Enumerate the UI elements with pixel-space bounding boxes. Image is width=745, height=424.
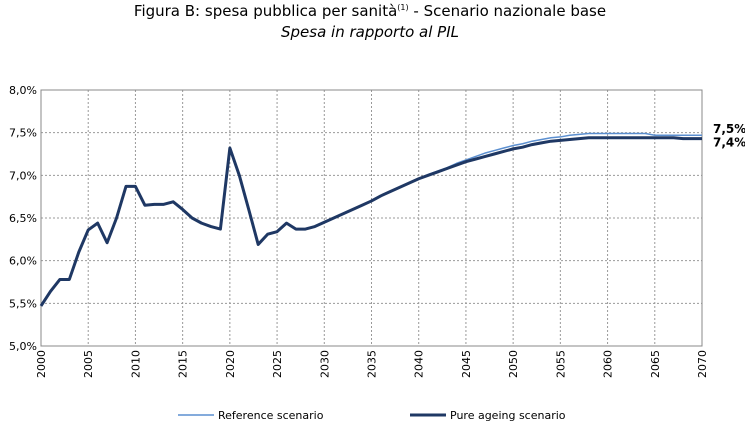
x-tick-label: 2060 [602,350,615,378]
y-tick-label: 5,5% [9,297,37,310]
plot-frame [40,89,703,347]
x-tick-label: 2000 [35,350,48,378]
x-tick-label: 2065 [649,350,662,378]
y-tick-label: 6,0% [9,255,37,268]
title-rest: - Scenario nazionale base [409,2,606,20]
x-tick-label: 2010 [129,350,142,378]
y-tick-label: 5,0% [9,340,37,353]
x-tick-label: 2050 [507,350,520,378]
x-tick-label: 2030 [318,350,331,378]
x-tick-label: 2055 [554,350,567,378]
end-label: 7,4% [713,136,745,150]
title-main: Figura B: spesa pubblica per sanità [134,2,397,20]
x-tick-label: 2025 [271,350,284,378]
y-tick-label: 7,5% [9,127,37,140]
x-tick-label: 2035 [366,350,379,378]
legend-label: Reference scenario [218,409,324,422]
series-line [39,136,702,307]
end-label: 7,5% [713,122,745,136]
y-tick-label: 6,5% [9,212,37,225]
x-tick-label: 2015 [177,350,190,378]
y-tick-label: 8,0% [9,84,37,97]
title-note: (1) [397,3,408,12]
x-tick-label: 2040 [413,350,426,378]
chart-title: Figura B: spesa pubblica per sanità(1) -… [134,2,606,20]
y-tick-label: 7,0% [9,169,37,182]
x-tick-label: 2005 [82,350,95,378]
chart-subtitle: Spesa in rapporto al PIL [281,23,459,41]
x-tick-label: 2045 [460,350,473,378]
legend-label: Pure ageing scenario [450,409,566,422]
x-tick-label: 2020 [224,350,237,378]
x-tick-label: 2070 [696,350,709,378]
